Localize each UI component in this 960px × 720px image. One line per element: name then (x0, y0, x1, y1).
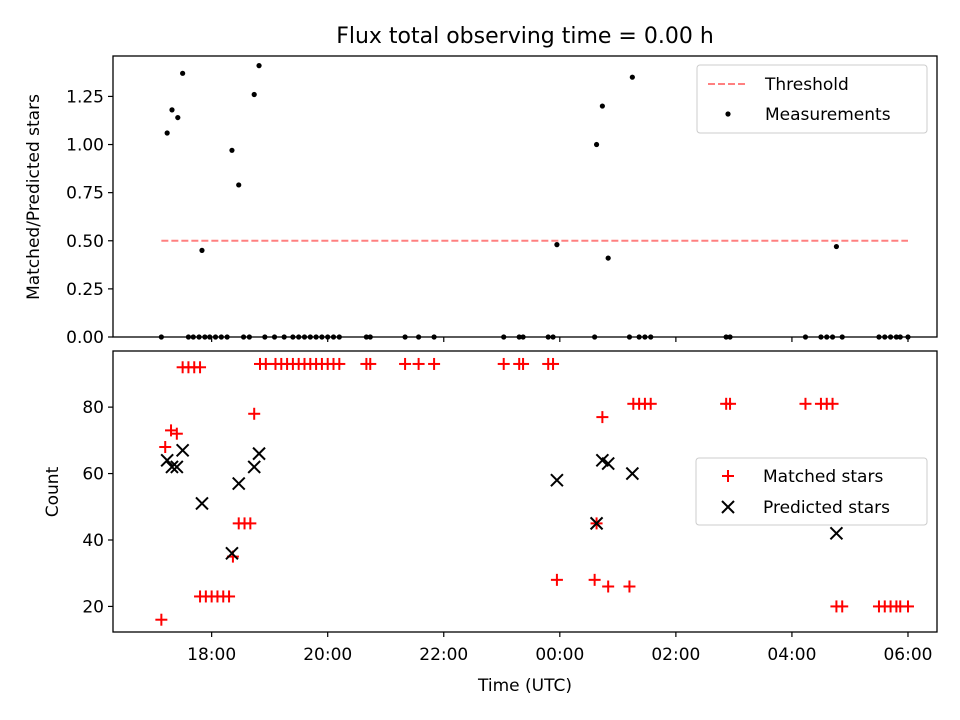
x-tick-label: 06:00 (883, 645, 932, 665)
top-panel: 0.00 0.25 0.50 0.75 1.00 1.25 Matched/Predict… (24, 55, 938, 348)
predicted-star-marker (252, 446, 266, 461)
top-x-ticks (211, 337, 909, 342)
measurement-point (229, 147, 235, 153)
bottom-legend: Matched stars Predicted stars (695, 457, 928, 526)
matched-star-marker (799, 397, 812, 410)
predicted-star-marker (195, 496, 209, 511)
matched-star-marker (547, 357, 560, 370)
predicted-star-marker (165, 460, 179, 474)
x-tick-label: 22:00 (419, 645, 468, 665)
matched-star-marker (550, 573, 563, 586)
top-y-axis: 0.00 0.25 0.50 0.75 1.00 1.25 (66, 87, 113, 348)
top-y-tick-label: 1.00 (66, 136, 104, 156)
matched-star-marker (364, 357, 377, 370)
bottom-y-axis-label: Count (43, 466, 63, 517)
x-tick-label: 00:00 (535, 645, 584, 665)
matched-star-marker (159, 440, 172, 453)
measurement-point (605, 255, 611, 261)
predicted-star-marker (625, 466, 640, 481)
measurement-point (236, 182, 242, 188)
x-axis-label: Time (UTC) (477, 676, 572, 696)
bottom-y-tick-label: 40 (82, 531, 104, 551)
predicted-stars-series (160, 443, 844, 560)
x-tick-label: 18:00 (187, 645, 236, 665)
top-y-tick-label: 0.25 (66, 280, 104, 300)
matched-star-marker (248, 407, 261, 420)
matched-star-marker (333, 357, 346, 370)
top-legend-frame (696, 64, 928, 134)
bottom-y-axis: 20 40 60 80 (82, 398, 113, 617)
measurement-point (180, 70, 186, 76)
matched-stars-series (155, 357, 914, 626)
measurement-point (593, 141, 600, 148)
predicted-stars-legend-swatch (721, 500, 735, 514)
matched-stars-legend-swatch (722, 470, 734, 482)
matched-star-marker (170, 427, 183, 440)
measurement-point (199, 247, 205, 253)
measurement-point (164, 130, 170, 136)
measurement-point (256, 63, 262, 69)
measurement-point (175, 114, 181, 121)
predicted-star-marker (170, 460, 184, 474)
predicted-star-marker (589, 516, 604, 531)
measurement-point (554, 242, 560, 248)
bottom-panel: 20 40 60 80 18:00 20:00 22:00 00:00 02:00 04:00 0… (43, 350, 938, 696)
matched-star-marker (724, 397, 737, 410)
predicted-star-marker (550, 473, 564, 487)
matched-star-marker (244, 517, 257, 530)
bottom-axes-frame (112, 350, 938, 633)
top-y-tick-label: 0.00 (66, 328, 104, 348)
predicted-star-marker (225, 546, 239, 560)
top-y-tick-label: 0.50 (66, 232, 104, 252)
measurement-point (629, 74, 635, 80)
top-y-tick-label: 1.25 (66, 87, 104, 107)
measurement-point (833, 243, 840, 250)
predicted-star-marker (601, 456, 615, 471)
chart-title: Flux total observing time = 0.00 h (336, 24, 714, 49)
measurements-legend-label: Measurements (765, 105, 891, 125)
matched-star-marker (517, 357, 530, 370)
top-y-axis-label: Matched/Predicted stars (24, 94, 44, 300)
matched-star-marker (602, 580, 615, 593)
top-legend: Threshold Measurements (696, 64, 928, 134)
x-tick-label: 02:00 (651, 645, 700, 665)
matched-star-marker (588, 573, 601, 586)
matched-star-marker (223, 590, 236, 603)
measurement-point (599, 103, 605, 109)
predicted-star-marker (160, 453, 174, 467)
bottom-y-tick-label: 80 (82, 398, 104, 418)
matched-star-marker (412, 357, 425, 370)
bottom-y-tick-label: 60 (82, 465, 104, 485)
matched-stars-legend-label: Matched stars (763, 467, 883, 487)
predicted-star-marker (175, 443, 190, 458)
matched-star-marker (428, 357, 441, 370)
matched-star-marker (155, 613, 168, 626)
predicted-star-marker (829, 526, 844, 541)
bottom-legend-frame (695, 457, 928, 526)
matched-star-marker (901, 600, 914, 613)
measurement-point (251, 91, 257, 98)
top-y-tick-label: 0.75 (66, 184, 104, 204)
matched-star-marker (194, 361, 207, 374)
matched-star-marker (596, 411, 609, 424)
bottom-x-axis: 18:00 20:00 22:00 00:00 02:00 04:00 06:00 (187, 632, 932, 665)
matched-star-marker (836, 600, 849, 613)
matched-star-marker (497, 357, 510, 370)
predicted-star-marker (232, 476, 246, 491)
matched-star-marker (644, 397, 657, 410)
matched-star-marker (399, 357, 412, 370)
predicted-stars-legend-label: Predicted stars (763, 498, 890, 518)
matched-star-marker (826, 397, 839, 410)
bottom-y-tick-label: 20 (82, 597, 104, 617)
x-tick-label: 04:00 (767, 645, 816, 665)
threshold-legend-label: Threshold (764, 75, 849, 95)
top-axes-frame (112, 55, 938, 338)
x-tick-label: 20:00 (303, 645, 352, 665)
measurement-point (169, 107, 175, 113)
predicted-star-marker (247, 460, 261, 474)
measurements-legend-swatch (725, 111, 731, 117)
matched-star-marker (623, 580, 636, 593)
